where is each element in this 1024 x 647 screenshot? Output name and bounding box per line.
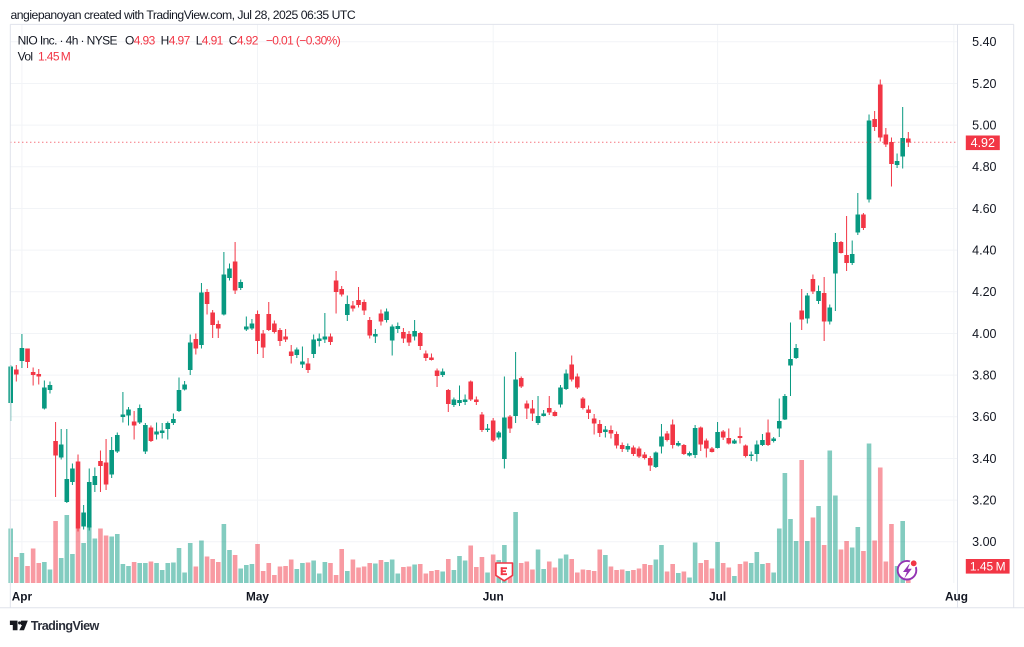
- svg-text:3.80: 3.80: [972, 368, 996, 382]
- svg-text:4.92: 4.92: [971, 136, 995, 150]
- svg-text:angiepanoyan created with Trad: angiepanoyan created with TradingView.co…: [11, 8, 356, 22]
- svg-text:3.60: 3.60: [972, 410, 996, 424]
- svg-text:1.45 M: 1.45 M: [38, 49, 71, 63]
- svg-text:4.80: 4.80: [972, 160, 996, 174]
- svg-text:4.60: 4.60: [972, 202, 996, 216]
- svg-text:Jun: Jun: [483, 590, 504, 604]
- svg-text:4.40: 4.40: [972, 243, 996, 257]
- svg-text:Apr: Apr: [12, 590, 33, 604]
- svg-text:4.20: 4.20: [972, 285, 996, 299]
- svg-text:Vol: Vol: [18, 49, 33, 63]
- svg-text:Jul: Jul: [709, 590, 726, 604]
- svg-text:Aug: Aug: [945, 590, 968, 604]
- svg-text:3.20: 3.20: [972, 493, 996, 507]
- svg-text:TradingView: TradingView: [31, 619, 100, 633]
- svg-text:5.40: 5.40: [972, 35, 996, 49]
- svg-text:3.00: 3.00: [972, 535, 996, 549]
- svg-text:4.00: 4.00: [972, 327, 996, 341]
- svg-text:1.45 M: 1.45 M: [970, 559, 1006, 573]
- svg-text:May: May: [246, 590, 269, 604]
- svg-text:5.00: 5.00: [972, 118, 996, 132]
- svg-text:5.20: 5.20: [972, 77, 996, 91]
- svg-text:3.40: 3.40: [972, 452, 996, 466]
